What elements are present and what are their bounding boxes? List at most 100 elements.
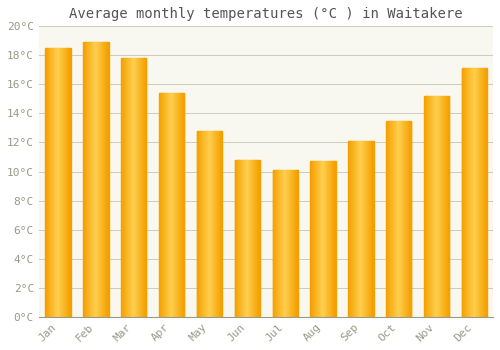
Bar xyxy=(106,42,108,317)
Bar xyxy=(251,160,252,317)
Bar xyxy=(204,131,205,317)
Bar xyxy=(352,141,354,317)
Bar xyxy=(272,170,273,317)
Bar xyxy=(208,131,209,317)
Bar xyxy=(48,48,49,317)
Bar xyxy=(371,141,372,317)
Bar xyxy=(468,68,469,317)
Bar xyxy=(86,42,87,317)
Bar xyxy=(438,96,439,317)
Bar xyxy=(286,170,287,317)
Bar xyxy=(238,160,239,317)
Bar xyxy=(326,161,327,317)
Bar xyxy=(172,93,173,317)
Bar xyxy=(170,93,171,317)
Bar xyxy=(243,160,244,317)
Bar xyxy=(441,96,442,317)
Bar xyxy=(171,93,172,317)
Bar xyxy=(312,161,313,317)
Bar xyxy=(295,170,296,317)
Bar xyxy=(256,160,257,317)
Bar xyxy=(369,141,370,317)
Bar xyxy=(475,68,476,317)
Bar xyxy=(325,161,326,317)
Bar xyxy=(182,93,183,317)
Bar xyxy=(467,68,468,317)
Bar xyxy=(68,48,69,317)
Bar xyxy=(83,42,84,317)
Bar xyxy=(478,68,479,317)
Bar xyxy=(331,161,332,317)
Bar xyxy=(396,121,397,317)
Bar xyxy=(332,161,333,317)
Bar xyxy=(436,96,437,317)
Bar xyxy=(368,141,369,317)
Bar xyxy=(386,121,388,317)
Bar xyxy=(200,131,202,317)
Bar xyxy=(323,161,324,317)
Bar xyxy=(334,161,335,317)
Bar xyxy=(100,42,101,317)
Bar xyxy=(462,68,463,317)
Bar xyxy=(439,96,440,317)
Bar xyxy=(131,58,132,317)
Bar xyxy=(280,170,281,317)
Bar xyxy=(167,93,168,317)
Bar xyxy=(273,170,274,317)
Bar xyxy=(327,161,328,317)
Bar xyxy=(405,121,406,317)
Bar xyxy=(249,160,250,317)
Bar xyxy=(398,121,399,317)
Bar xyxy=(296,170,297,317)
Bar xyxy=(61,48,62,317)
Bar xyxy=(60,48,61,317)
Bar xyxy=(219,131,220,317)
Bar xyxy=(324,161,325,317)
Bar xyxy=(136,58,137,317)
Bar xyxy=(253,160,254,317)
Bar xyxy=(212,131,214,317)
Bar xyxy=(316,161,318,317)
Bar xyxy=(104,42,106,317)
Bar xyxy=(62,48,63,317)
Bar xyxy=(166,93,167,317)
Bar xyxy=(159,93,160,317)
Bar xyxy=(315,161,316,317)
Bar xyxy=(322,161,323,317)
Bar xyxy=(160,93,161,317)
Bar xyxy=(397,121,398,317)
Bar xyxy=(321,161,322,317)
Bar xyxy=(104,42,105,317)
Bar xyxy=(126,58,127,317)
Bar xyxy=(218,131,219,317)
Bar xyxy=(258,160,260,317)
Bar xyxy=(145,58,146,317)
Bar xyxy=(179,93,180,317)
Bar xyxy=(174,93,175,317)
Bar xyxy=(64,48,65,317)
Bar xyxy=(245,160,246,317)
Bar xyxy=(290,170,291,317)
Bar xyxy=(123,58,124,317)
Bar xyxy=(101,42,102,317)
Bar xyxy=(84,42,85,317)
Bar xyxy=(87,42,88,317)
Bar xyxy=(88,42,89,317)
Bar xyxy=(349,141,350,317)
Bar xyxy=(248,160,249,317)
Bar xyxy=(401,121,402,317)
Bar xyxy=(250,160,251,317)
Bar xyxy=(178,93,179,317)
Bar xyxy=(180,93,181,317)
Bar xyxy=(198,131,199,317)
Bar xyxy=(432,96,433,317)
Bar xyxy=(210,131,212,317)
Bar xyxy=(407,121,408,317)
Bar xyxy=(330,161,332,317)
Bar xyxy=(477,68,478,317)
Bar xyxy=(426,96,427,317)
Bar xyxy=(318,161,320,317)
Bar xyxy=(362,141,363,317)
Bar xyxy=(85,42,86,317)
Bar xyxy=(198,131,200,317)
